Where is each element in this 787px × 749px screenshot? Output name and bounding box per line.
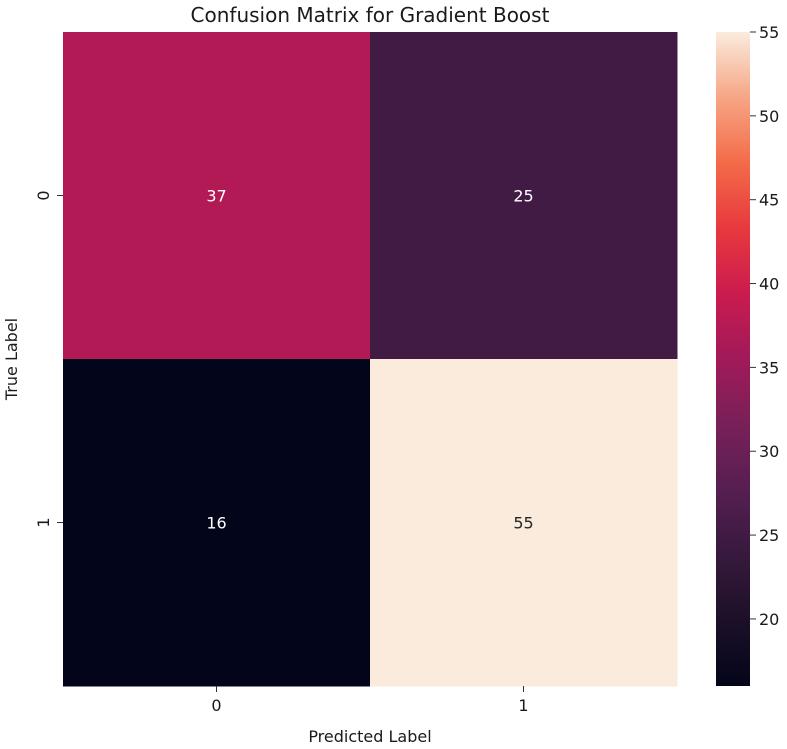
- y-tick-label: 1: [34, 517, 53, 527]
- heatmap-cells: [63, 32, 678, 687]
- chart-title: Confusion Matrix for Gradient Boost: [191, 3, 550, 27]
- colorbar-tick-label: 25: [759, 526, 779, 545]
- heatmap-cell: [370, 359, 678, 687]
- colorbar-tick-label: 40: [759, 275, 779, 294]
- x-tick-label: 0: [211, 696, 221, 715]
- cell-annotations: 37 25 16 55: [206, 187, 533, 533]
- colorbar-tick-label: 50: [759, 107, 779, 126]
- colorbar-tick-label: 20: [759, 610, 779, 629]
- colorbar-tick-label: 45: [759, 191, 779, 210]
- cell-value-label: 16: [206, 514, 226, 533]
- colorbar: [716, 32, 750, 686]
- cell-value-label: 25: [513, 187, 533, 206]
- colorbar-ticks: 20 25 30 35 40 45 50 55: [750, 23, 779, 629]
- heatmap-cell: [370, 32, 678, 360]
- x-axis-label: Predicted Label: [308, 727, 431, 745]
- y-axis-label: True Label: [2, 318, 21, 401]
- colorbar-tick-label: 35: [759, 358, 779, 377]
- y-axis-ticks: 01: [34, 190, 63, 528]
- colorbar-tick-label: 55: [759, 23, 779, 42]
- cell-value-label: 37: [206, 187, 226, 206]
- y-tick-label: 0: [34, 190, 53, 200]
- heatmap-cell: [63, 359, 371, 687]
- heatmap-cell: [63, 32, 371, 360]
- x-tick-label: 1: [518, 696, 528, 715]
- colorbar-tick-label: 30: [759, 442, 779, 461]
- cell-value-label: 55: [513, 514, 533, 533]
